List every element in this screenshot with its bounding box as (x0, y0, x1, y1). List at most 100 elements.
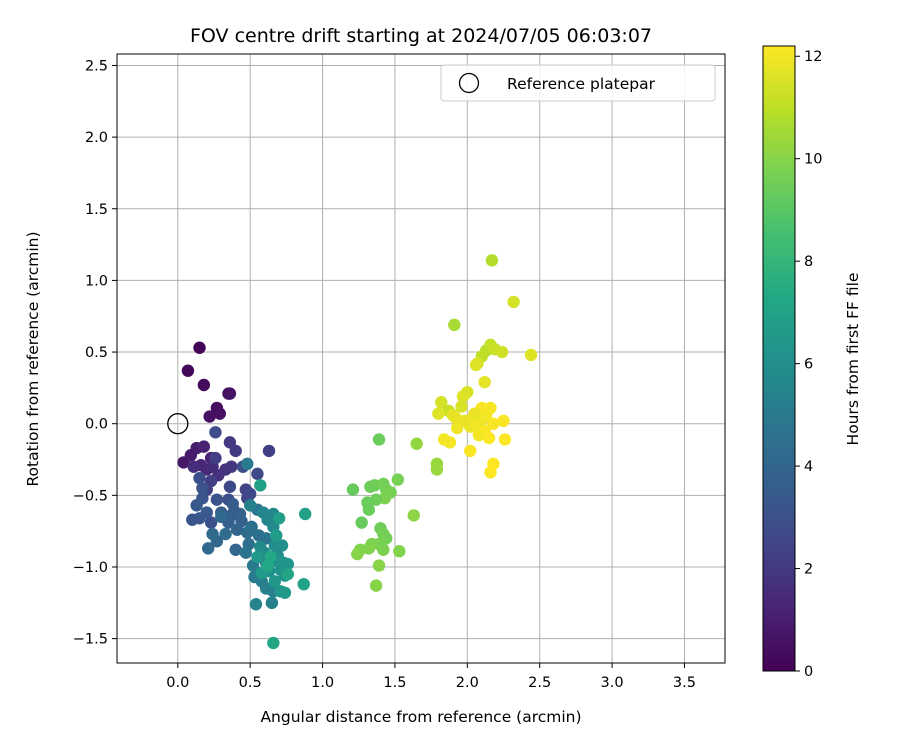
y-tick-label: 0.5 (85, 345, 108, 361)
colorbar-tick-label: 0 (804, 664, 813, 680)
data-point (249, 598, 263, 611)
data-point (472, 428, 486, 442)
legend-reference-marker (458, 72, 480, 94)
data-point (498, 433, 512, 446)
data-point (225, 460, 238, 473)
y-tick-label: −0.5 (73, 488, 108, 504)
data-point (270, 529, 283, 542)
legend-label: Reference platepar (507, 75, 656, 93)
data-point (229, 543, 242, 556)
data-point (197, 440, 211, 453)
data-point (377, 543, 390, 556)
y-tick-label: 2.0 (85, 130, 108, 146)
data-point (456, 390, 470, 403)
y-tick-label: 2.5 (85, 58, 108, 74)
data-point (458, 414, 471, 428)
x-axis-label: Angular distance from reference (arcmin) (260, 708, 581, 726)
data-point (262, 444, 276, 458)
data-point (372, 433, 386, 446)
x-axis-ticks: 0.0 0.5 1.0 1.5 2.0 2.5 3.0 3.5 (166, 663, 696, 691)
data-point (495, 345, 509, 359)
data-point (448, 318, 461, 332)
data-point (193, 341, 206, 354)
data-point (251, 467, 264, 481)
data-point (197, 378, 211, 392)
data-point (264, 550, 277, 564)
colorbar-tick-label: 6 (804, 357, 813, 373)
data-point (265, 596, 279, 610)
data-point (407, 509, 420, 522)
data-point (297, 577, 310, 591)
data-point (298, 507, 312, 521)
data-point (226, 497, 240, 511)
legend: Reference platepar (440, 64, 716, 102)
data-point (241, 457, 254, 471)
data-point (482, 431, 496, 445)
data-point (219, 527, 232, 541)
data-point (497, 414, 510, 428)
data-point (369, 579, 383, 592)
data-point (267, 636, 280, 650)
data-point (355, 516, 368, 529)
y-tick-label: 1.0 (85, 273, 108, 289)
data-point (209, 426, 222, 439)
data-point (430, 463, 444, 476)
data-point (190, 499, 203, 512)
data-point (372, 559, 386, 572)
y-axis-ticks: −1.5 −1.0 −0.5 0.0 0.5 1.0 1.5 2.0 2.5 (73, 58, 117, 648)
colorbar-tick-label: 12 (804, 49, 822, 65)
plot-frame (116, 53, 726, 664)
data-point (193, 471, 206, 485)
data-point (213, 407, 226, 420)
data-point (281, 557, 295, 571)
data-point (485, 254, 499, 267)
colorbar-tick-label: 10 (804, 152, 822, 168)
data-point (487, 417, 500, 430)
data-point (181, 364, 195, 377)
data-point (272, 512, 286, 525)
data-point (206, 527, 219, 541)
data-point (203, 410, 216, 423)
data-point (204, 516, 218, 529)
data-point (443, 436, 457, 449)
data-point (507, 295, 520, 309)
x-tick-label: 3.0 (601, 675, 624, 691)
data-point (435, 396, 448, 409)
x-tick-label: 2.0 (456, 675, 479, 691)
x-tick-label: 1.0 (311, 675, 334, 691)
data-point (251, 550, 264, 564)
x-tick-label: 1.5 (383, 675, 406, 691)
data-point (243, 487, 257, 501)
data-points (177, 254, 538, 650)
y-tick-label: −1.0 (73, 560, 108, 576)
data-point (455, 400, 468, 413)
data-point (209, 451, 222, 465)
data-point (196, 481, 209, 495)
data-point (187, 460, 200, 473)
colorbar-tick-label: 4 (804, 459, 813, 475)
data-point (278, 586, 292, 599)
y-axis-label: Rotation from reference (arcmin) (24, 231, 42, 486)
data-point (484, 401, 497, 415)
data-point (268, 575, 281, 588)
data-point (243, 499, 257, 512)
data-point (351, 547, 364, 561)
colorbar-tick-label: 8 (804, 254, 813, 270)
x-tick-label: 3.5 (673, 675, 696, 691)
x-tick-label: 2.5 (528, 675, 551, 691)
data-point (432, 407, 445, 420)
data-point (478, 375, 491, 389)
data-point (202, 542, 215, 555)
data-point (239, 546, 253, 559)
colorbar-ticks: 0 2 4 6 8 10 12 (795, 49, 822, 680)
data-point (254, 479, 267, 492)
data-point (210, 493, 224, 506)
data-point (245, 520, 258, 534)
colorbar-gradient (762, 45, 796, 672)
data-point (230, 523, 244, 536)
data-point (469, 358, 483, 372)
data-point (222, 387, 235, 400)
y-tick-label: 0.0 (85, 417, 108, 433)
data-point (223, 480, 237, 493)
data-point (275, 539, 289, 552)
